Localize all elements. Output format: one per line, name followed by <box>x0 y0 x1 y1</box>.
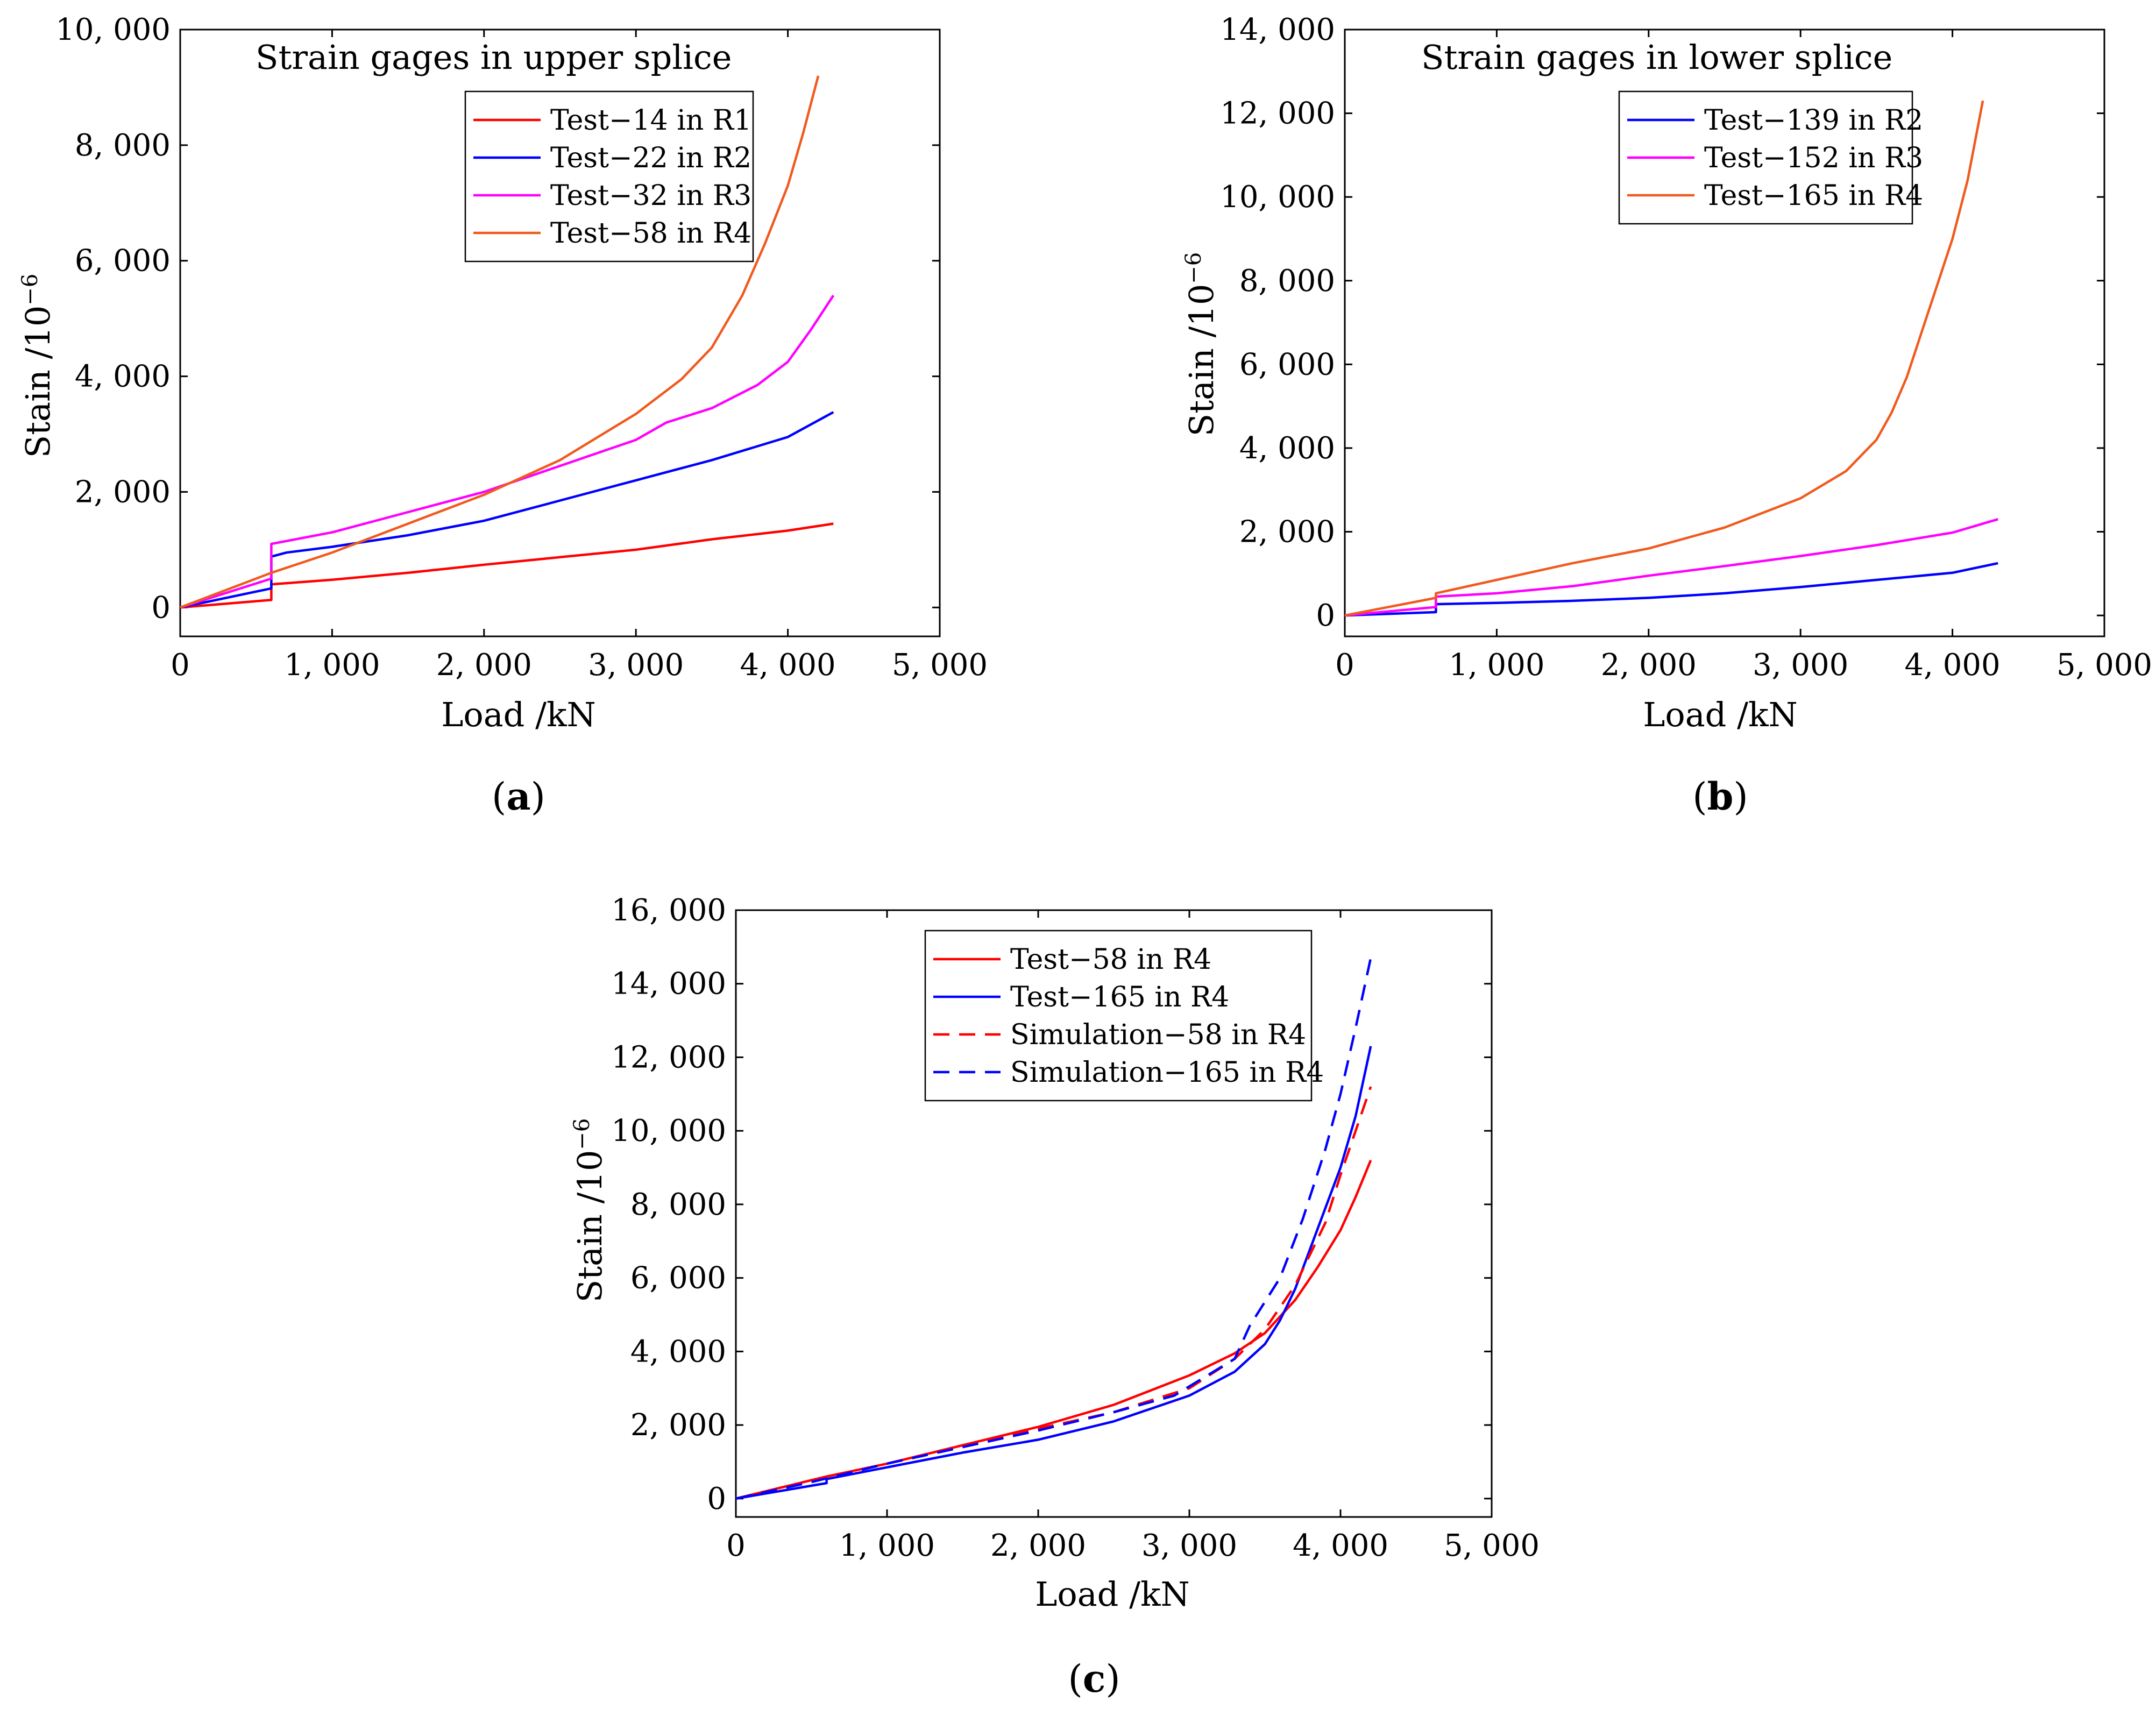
panel-b-x-tick-label: 0 <box>1335 648 1354 683</box>
panel-a-legend-label: Test−22 in R2 <box>550 142 751 174</box>
panel-b-legend-label: Test−139 in R2 <box>1704 104 1923 137</box>
panel-a-legend: Test−14 in R1 Test−22 in R2 Test−32 in R3 T… <box>464 90 754 263</box>
panel-a-x-tick-label: 1, 000 <box>284 648 380 683</box>
panel-c-x-tick-label: 1, 000 <box>839 1528 935 1563</box>
panel-b-y-tick-label: 0 <box>1316 598 1335 633</box>
panel-c-legend-label: Simulation−58 in R4 <box>1010 1019 1306 1051</box>
panel-c-x-tick-label: 4, 000 <box>1293 1528 1388 1563</box>
panel-b-x-tick-label: 5, 000 <box>2056 648 2152 683</box>
panel-b-y-tick-label: 14, 000 <box>1220 12 1335 47</box>
panel-c-legend-label: Test−58 in R4 <box>1010 944 1211 976</box>
panel-c-y-tick-label: 4, 000 <box>630 1334 726 1369</box>
panel-b-legend: Test−139 in R2 Test−152 in R3 Test−165 in … <box>1618 90 1923 225</box>
panel-c-plot-frame <box>735 909 1493 1518</box>
panel-a-legend-label: Test−14 in R1 <box>550 104 751 137</box>
panel-a-series-line-4 <box>180 75 820 609</box>
panel-a-y-tick-label: 2, 000 <box>75 474 171 509</box>
panel-c-legend-label: Simulation−165 in R4 <box>1010 1056 1324 1089</box>
panel-c-y-tick-label: 16, 000 <box>611 893 726 928</box>
panel-a-y-axis-label: Stain /10−6 <box>18 274 58 458</box>
panel-c-x-tick-label: 3, 000 <box>1141 1528 1237 1563</box>
panel-c-y-tick-label: 14, 000 <box>611 967 726 1002</box>
panel-b-y-tick-label: 6, 000 <box>1239 347 1335 382</box>
panel-c-y-tick-label: 8, 000 <box>630 1187 726 1222</box>
panel-b-y-tick-label: 4, 000 <box>1239 431 1335 466</box>
panel-a-x-tick-label: 5, 000 <box>892 648 988 683</box>
panel-c-y-tick-label: 0 <box>707 1481 726 1516</box>
panel-a-y-tick-label: 10, 000 <box>55 12 171 47</box>
panel-c-caption-letter: c <box>1083 1656 1106 1701</box>
panel-a-y-axis-label-exponent: −6 <box>18 274 42 306</box>
chart-panel-a: Strain gages in upper splice Load /kN St… <box>18 12 988 819</box>
panel-b-y-tick-label: 2, 000 <box>1239 515 1335 550</box>
panel-b-x-tick-label: 1, 000 <box>1449 648 1544 683</box>
panel-c-y-axis-label-exponent: −6 <box>570 1118 594 1150</box>
chart-panel-b: Strain gages in lower splice Load /kN St… <box>1181 12 2152 819</box>
panel-c-y-axis-label-main: Stain /10 <box>570 1150 609 1303</box>
panel-b-x-tick-label: 4, 000 <box>1905 648 2001 683</box>
panel-c-y-tick-label: 2, 000 <box>630 1408 726 1443</box>
panel-b-x-tick-label: 3, 000 <box>1753 648 1848 683</box>
panel-c-series-line-4 <box>735 958 1372 1500</box>
panel-a-y-tick-label: 6, 000 <box>75 244 171 279</box>
panel-b-y-axis-label-exponent: −6 <box>1181 252 1206 284</box>
panel-b-caption: (b) <box>1692 774 1748 819</box>
panel-b-legend-label: Test−152 in R3 <box>1704 142 1923 174</box>
panel-c-x-tick-label: 5, 000 <box>1444 1528 1540 1563</box>
panel-c-legend-label: Test−165 in R4 <box>1010 981 1229 1013</box>
panel-b-x-axis-label: Load /kN <box>1643 695 1798 734</box>
panel-a-y-tick-label: 8, 000 <box>75 128 171 163</box>
panel-a-series-line-3 <box>180 294 835 609</box>
panel-a-legend-label: Test−58 in R4 <box>550 217 751 250</box>
panel-c-x-tick-label: 2, 000 <box>990 1528 1086 1563</box>
panel-a-y-tick-label: 4, 000 <box>75 359 171 394</box>
panel-b-y-axis-label-main: Stain /10 <box>1182 284 1221 437</box>
panel-b-legend-label: Test−165 in R4 <box>1704 180 1923 212</box>
panel-b-caption-letter: b <box>1707 774 1734 819</box>
panel-b-y-tick-label: 8, 000 <box>1239 264 1335 299</box>
panel-c-y-tick-label: 6, 000 <box>630 1261 726 1296</box>
panel-b-plot-frame <box>1344 29 2105 637</box>
panel-c-x-tick-label: 0 <box>726 1528 746 1563</box>
panel-a-caption-letter: a <box>506 774 530 819</box>
panel-c-y-tick-label: 10, 000 <box>611 1114 726 1148</box>
panel-a-y-tick-label: 0 <box>151 590 171 625</box>
panel-a-x-tick-label: 0 <box>171 648 190 683</box>
panel-b-y-axis-label: Stain /10−6 <box>1181 252 1221 437</box>
chart-panel-c: Load /kN Stain /10−6 (c) 0 1, 000 2, 000 3,… <box>570 893 1540 1701</box>
panel-c-series-line-2 <box>735 1046 1372 1500</box>
panel-a-x-tick-label: 4, 000 <box>740 648 836 683</box>
panel-a-plot-frame <box>179 29 941 637</box>
panel-a-y-axis-label-main: Stain /10 <box>18 306 58 458</box>
panel-c-caption: (c) <box>1068 1656 1120 1701</box>
panel-b-series-line-2 <box>1344 518 1998 617</box>
panel-b-x-tick-label: 2, 000 <box>1601 648 1697 683</box>
panel-b-y-tick-label: 10, 000 <box>1220 180 1335 215</box>
panel-c-x-axis-label: Load /kN <box>1035 1575 1190 1614</box>
panel-a-legend-label: Test−32 in R3 <box>550 180 751 212</box>
panel-a-annotation: Strain gages in upper splice <box>256 38 732 77</box>
panel-c-legend: Test−58 in R4 Test−165 in R4 Simulation−58… <box>924 930 1324 1102</box>
panel-c-y-tick-label: 12, 000 <box>611 1040 726 1075</box>
panel-b-annotation: Strain gages in lower splice <box>1421 38 1892 77</box>
panel-a-x-tick-label: 3, 000 <box>588 648 684 683</box>
panel-b-y-tick-label: 12, 000 <box>1220 96 1335 131</box>
panel-b-series-line-3 <box>1344 100 1984 617</box>
panel-c-y-axis-label: Stain /10−6 <box>570 1118 609 1303</box>
panel-a-x-tick-label: 2, 000 <box>436 648 532 683</box>
panel-a-x-axis-label: Load /kN <box>441 695 596 734</box>
panel-a-caption: (a) <box>492 774 545 819</box>
